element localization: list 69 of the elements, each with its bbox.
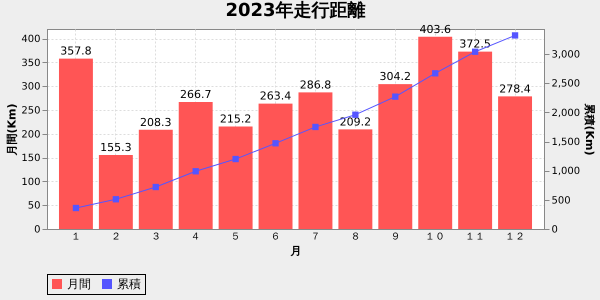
x-tick-label: ６ — [270, 232, 281, 242]
bar — [378, 84, 412, 229]
x-tick-label: １０ — [425, 232, 446, 242]
bar — [98, 155, 133, 229]
bar — [418, 36, 452, 229]
y-tick-label: 300 — [21, 82, 40, 93]
y2-tick-label: 1,500 — [552, 137, 580, 148]
x-tick-label: １１ — [465, 232, 486, 242]
point — [312, 124, 319, 130]
y2-axis-title: 累積(Km) — [583, 102, 596, 156]
point — [72, 204, 80, 212]
point — [232, 156, 239, 162]
legend-label: 月間 — [67, 277, 91, 291]
y-tick-label: 200 — [21, 129, 40, 140]
x-tick-label: ３ — [150, 232, 161, 242]
x-tick-label: ２ — [110, 232, 121, 242]
point — [152, 184, 159, 190]
data-label: 209.2 — [340, 115, 372, 128]
y2-tick-label: 0 — [552, 224, 558, 236]
y2-tick-label: 2,000 — [552, 108, 580, 119]
bar — [338, 129, 372, 229]
y-tick-label: 250 — [21, 105, 40, 116]
y-tick-label: 350 — [21, 58, 40, 69]
x-tick-label: １２ — [505, 232, 526, 242]
data-label: 266.7 — [180, 88, 212, 101]
point — [432, 70, 438, 76]
bar — [58, 58, 93, 229]
point — [392, 93, 398, 100]
y-tick-label: 400 — [21, 34, 40, 46]
data-label: 208.3 — [140, 116, 172, 129]
x-tick-label: ５ — [230, 232, 241, 242]
data-label: 403.6 — [419, 22, 451, 36]
point — [192, 168, 199, 174]
x-tick-label: ７ — [310, 232, 320, 242]
y2-tick-label: 500 — [552, 195, 571, 206]
data-label: 357.8 — [60, 44, 92, 58]
x-tick-label: ９ — [390, 232, 400, 242]
y2-tick-label: 1,000 — [552, 166, 580, 178]
y-tick-label: 150 — [21, 153, 40, 164]
point — [472, 48, 478, 55]
y2-tick-label: 3,000 — [552, 50, 580, 61]
y2-tick-label: 2,500 — [552, 78, 580, 90]
legend-label: 累積 — [117, 277, 141, 291]
data-label: 215.2 — [220, 112, 252, 126]
x-tick-label: １ — [70, 232, 81, 242]
bar — [298, 92, 332, 229]
point — [512, 32, 518, 39]
bar — [218, 126, 253, 229]
data-label: 263.4 — [260, 90, 292, 103]
point — [112, 196, 120, 202]
bar — [258, 104, 293, 229]
bar — [458, 52, 492, 229]
bar — [178, 102, 213, 229]
bar — [498, 96, 532, 229]
data-label: 304.2 — [380, 70, 412, 84]
point — [272, 140, 279, 146]
y-tick-label: 50 — [28, 200, 40, 212]
x-tick-label: ８ — [350, 232, 360, 242]
x-tick-label: ４ — [190, 232, 201, 242]
data-label: 286.8 — [300, 78, 332, 92]
y-tick-label: 100 — [21, 176, 40, 188]
data-label: 278.4 — [499, 82, 531, 96]
data-label: 372.5 — [459, 38, 491, 51]
y-tick-label: 0 — [34, 224, 40, 236]
y-axis-title: 月間(Km) — [5, 103, 18, 157]
chart-title: 2023年走行距離 — [225, 0, 366, 21]
bar — [138, 130, 173, 229]
x-axis-title: 月 — [290, 244, 302, 258]
data-label: 155.3 — [100, 141, 132, 154]
